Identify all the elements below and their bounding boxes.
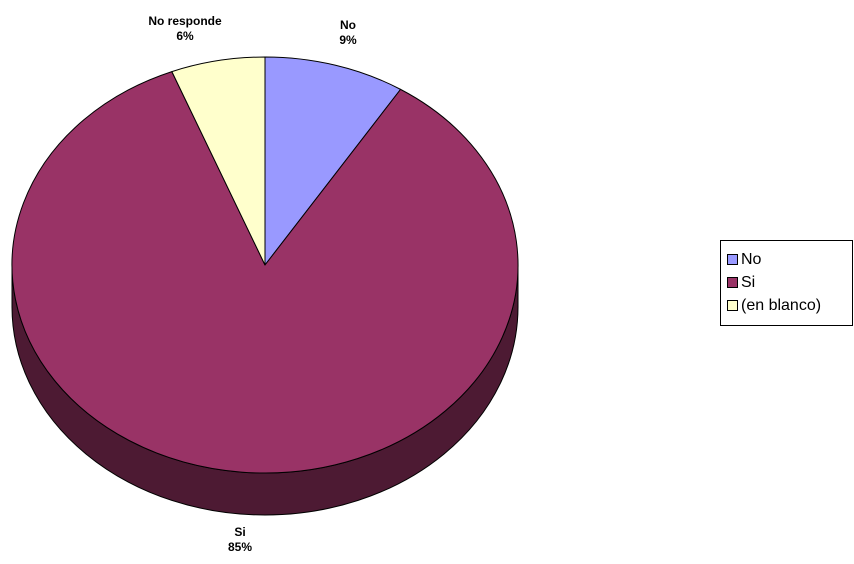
legend-label-no: No [741,250,762,268]
pie-slice-no [264,56,402,266]
legend-item-si: Si [727,271,852,294]
legend-item-en-blanco: (en blanco) [727,294,852,317]
legend-swatch-en-blanco [727,300,738,311]
pie-slices [11,56,519,474]
data-label-no-name: No [340,18,356,32]
legend-item-no: No [727,248,852,271]
data-label-no: No 9% [339,18,356,48]
legend-swatch-no [727,254,738,265]
data-label-no-responde: No responde 6% [148,14,221,44]
data-label-si: Si 85% [228,525,252,555]
pie-slice-si [11,71,519,474]
data-label-no-responde-name: No responde [148,14,222,28]
legend-label-en-blanco: (en blanco) [741,296,822,314]
legend-label-si: Si [741,273,756,291]
data-label-si-percent: 85% [227,540,253,554]
pie-slice-en-blanco [171,56,266,266]
legend-swatch-si [727,277,738,288]
data-label-no-percent: 9% [339,33,357,47]
legend: No Si (en blanco) [720,240,853,326]
data-label-si-name: Si [234,525,246,539]
data-label-no-responde-percent: 6% [176,29,194,43]
